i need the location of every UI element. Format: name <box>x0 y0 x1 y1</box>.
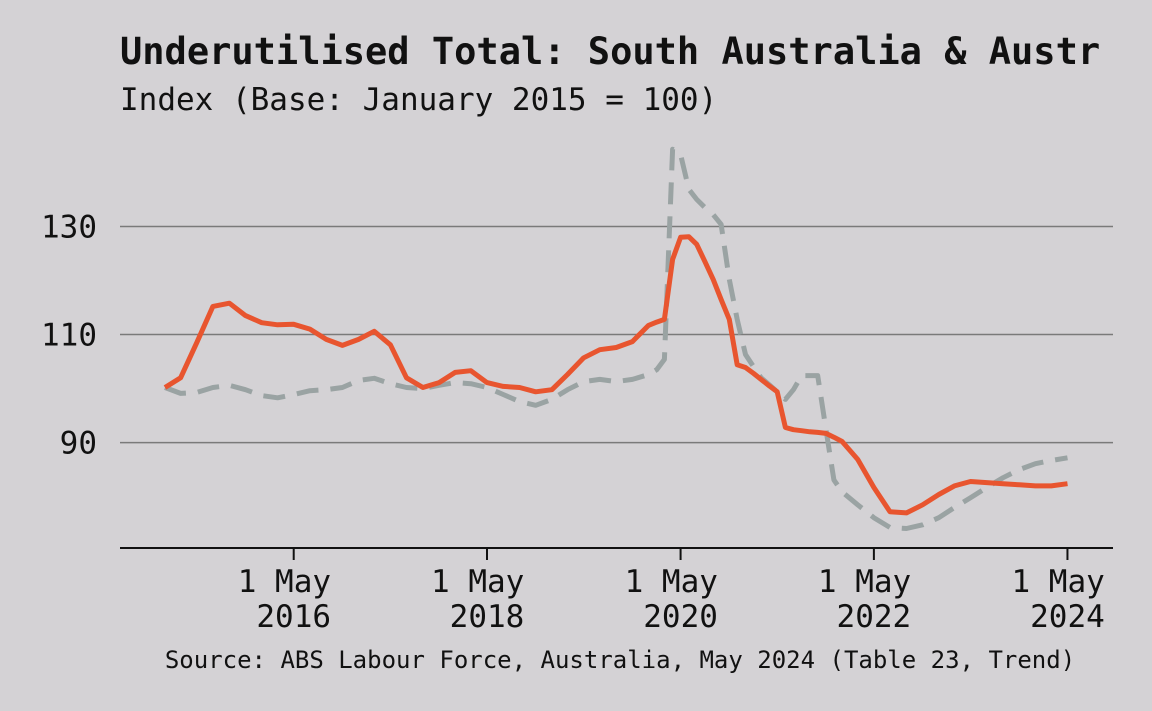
chart-subtitle: Index (Base: January 2015 = 100) <box>120 82 717 118</box>
source-note: Source: ABS Labour Force, Australia, May… <box>165 646 1075 674</box>
x-tick-label: 1 May 2024 <box>1011 564 1123 635</box>
y-tick-label: 110 <box>41 318 97 354</box>
x-tick-label: 1 May 2018 <box>431 564 543 635</box>
chart-title: Underutilised Total: South Australia & A… <box>120 30 1100 73</box>
series-line <box>163 234 1068 516</box>
x-tick-label: 1 May 2020 <box>625 564 737 635</box>
x-tick-label: 1 May 2022 <box>818 564 930 635</box>
y-tick-label: 90 <box>60 426 97 462</box>
series-line <box>164 146 1068 531</box>
x-tick-label: 1 May 2016 <box>238 564 350 635</box>
y-tick-label: 130 <box>41 209 97 245</box>
